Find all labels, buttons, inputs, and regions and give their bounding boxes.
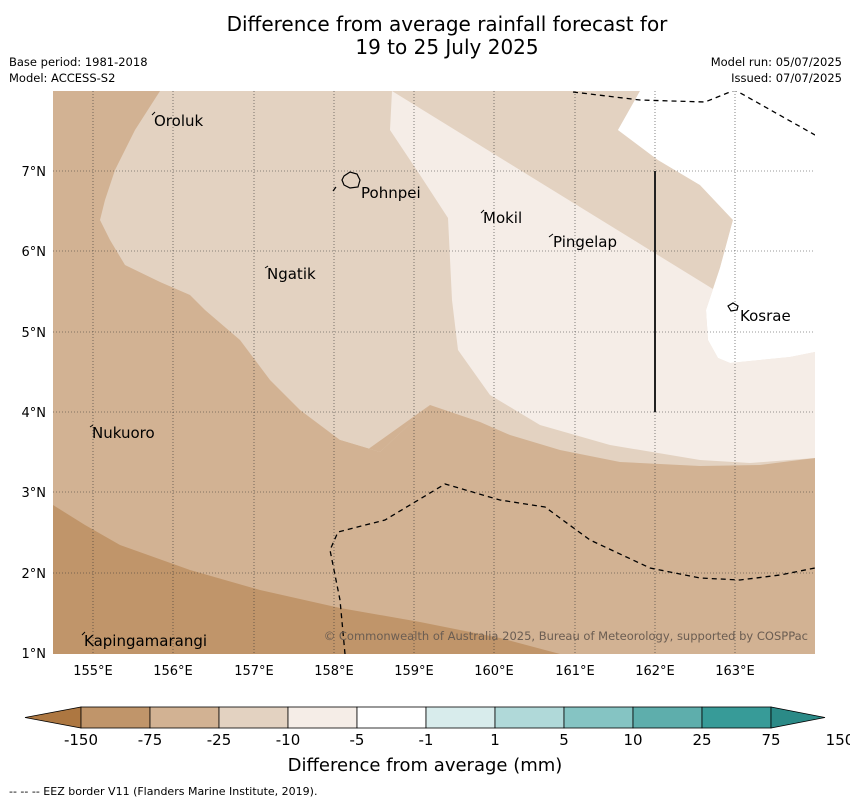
lat-label-5: 5°N <box>22 326 47 341</box>
colorbar: -150 -75 -25 -10 -5 -1 1 5 10 25 75 150 <box>24 706 850 749</box>
eez-footnote: -- -- -- EEZ border V11 (Flanders Marine… <box>9 785 318 798</box>
colorbar-segment <box>494 706 565 729</box>
place-markers <box>81 111 554 636</box>
colorbar-segment <box>701 706 772 729</box>
place-pohnpei: Pohnpei <box>361 184 421 202</box>
colorbar-tick-label: -150 <box>64 731 98 749</box>
colorbar-segment <box>80 706 151 729</box>
place-oroluk: Oroluk <box>154 112 203 130</box>
place-ngatik: Ngatik <box>267 265 316 283</box>
band-minus-150 <box>53 505 560 654</box>
lat-label-1: 1°N <box>22 647 47 662</box>
lat-label-6: 6°N <box>22 245 47 260</box>
ant-atoll <box>332 186 337 192</box>
colorbar-tick-label: 75 <box>761 731 780 749</box>
colorbar-tick-label: 1 <box>490 731 500 749</box>
copyright-note: © Commonwealth of Australia 2025, Bureau… <box>324 629 808 643</box>
place-kosrae: Kosrae <box>740 307 791 325</box>
lon-label-162: 162°E <box>635 664 675 679</box>
kosrae-island <box>727 302 739 312</box>
lon-label-163: 163°E <box>715 664 755 679</box>
colorbar-tick-label: 10 <box>623 731 642 749</box>
model-name: Model: ACCESS-S2 <box>9 71 116 85</box>
colorbar-extend-low <box>24 706 82 729</box>
lon-label-159: 159°E <box>394 664 434 679</box>
colorbar-tick-label: -5 <box>350 731 365 749</box>
colorbar-tick-label: -75 <box>138 731 163 749</box>
title-line-2: 19 to 25 July 2025 <box>355 35 539 59</box>
lon-label-158: 158°E <box>314 664 354 679</box>
meta-right: Model run: 05/07/2025 Issued: 07/07/2025 <box>711 54 842 86</box>
lon-label-156: 156°E <box>153 664 193 679</box>
rainfall-field <box>53 91 815 654</box>
colorbar-segment <box>563 706 634 729</box>
title-line-1: Difference from average rainfall forecas… <box>226 12 668 36</box>
meta-left: Base period: 1981-2018 Model: ACCESS-S2 <box>9 54 148 86</box>
lat-label-4: 4°N <box>22 406 47 421</box>
colorbar-title: Difference from average (mm) <box>287 755 563 776</box>
pohnpei-island <box>341 171 361 189</box>
lon-label-161: 161°E <box>555 664 595 679</box>
map-title: Difference from average rainfall forecas… <box>0 13 850 59</box>
islands <box>332 171 739 312</box>
colorbar-segment <box>218 706 289 729</box>
eez-borders <box>329 91 815 654</box>
colorbar-extend-high <box>770 706 826 729</box>
lon-label-155: 155°E <box>73 664 113 679</box>
place-kapingamarangi: Kapingamarangi <box>84 632 207 650</box>
colorbar-tick-label: -10 <box>276 731 301 749</box>
place-mokil: Mokil <box>483 209 522 227</box>
lon-label-160: 160°E <box>474 664 514 679</box>
graticule <box>53 91 815 654</box>
colorbar-segment <box>287 706 358 729</box>
issued-date: Issued: 07/07/2025 <box>731 71 842 85</box>
lat-label-2: 2°N <box>22 567 47 582</box>
colorbar-segment <box>425 706 496 729</box>
colorbar-segment <box>632 706 703 729</box>
colorbar-tick-label: 25 <box>692 731 711 749</box>
place-pingelap: Pingelap <box>553 233 617 251</box>
colorbar-tick-label: 150 <box>826 731 850 749</box>
band-minus-5 <box>618 91 815 363</box>
colorbar-segment <box>356 706 427 729</box>
colorbar-tick-label: 5 <box>559 731 569 749</box>
band-minus-25-edge <box>340 405 430 455</box>
place-nukuoro: Nukuoro <box>92 424 155 442</box>
colorbar-tick-label: -1 <box>419 731 434 749</box>
model-run: Model run: 05/07/2025 <box>710 55 842 69</box>
base-period: Base period: 1981-2018 <box>9 55 148 69</box>
lat-label-3: 3°N <box>22 486 47 501</box>
lat-label-7: 7°N <box>22 165 47 180</box>
colorbar-tick-label: -25 <box>207 731 232 749</box>
lon-label-157: 157°E <box>234 664 274 679</box>
colorbar-segment <box>149 706 220 729</box>
